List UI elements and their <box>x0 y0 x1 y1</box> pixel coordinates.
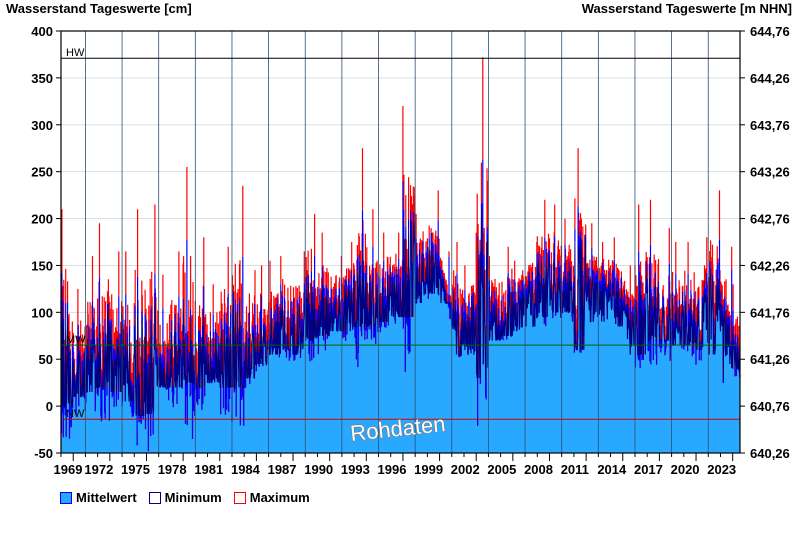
left-axis-title: Wasserstand Tageswerte [cm] <box>6 1 192 16</box>
y-tick-label-right: 642,26 <box>750 258 790 273</box>
legend-swatch-minimum <box>148 491 161 504</box>
y-tick-label-right: 643,26 <box>750 165 790 180</box>
y-tick-label: 250 <box>31 165 53 180</box>
y-tick-label: 300 <box>31 118 53 133</box>
minimum-series <box>60 209 740 416</box>
x-tick-label: 1978 <box>158 462 187 477</box>
x-tick-label: 1993 <box>341 462 370 477</box>
y-tick-label: -50 <box>34 446 53 461</box>
y-tick-label-right: 640,76 <box>750 399 790 414</box>
x-tick-label: 2023 <box>707 462 736 477</box>
y-tick-label-right: 641,26 <box>750 352 790 367</box>
legend: Mittelwert Minimum Maximum <box>60 490 310 505</box>
x-tick-label: 2014 <box>597 462 627 477</box>
y-tick-label-right: 644,26 <box>750 71 790 86</box>
x-tick-label: 1972 <box>84 462 113 477</box>
y-tick-label: 100 <box>31 305 53 320</box>
y-tick-label-right: 644,76 <box>750 24 790 39</box>
y-tick-label-right: 643,76 <box>750 118 790 133</box>
legend-swatch-mittelwert <box>60 491 72 504</box>
y-tick-label: 0 <box>46 399 53 414</box>
x-tick-label: 2008 <box>524 462 553 477</box>
right-axis-title: Wasserstand Tageswerte [m NHN] <box>581 1 792 16</box>
legend-label: Mittelwert <box>76 490 137 505</box>
x-tick-label: 1987 <box>268 462 297 477</box>
plot-frame <box>60 30 741 454</box>
y-tick-label: 150 <box>31 258 53 273</box>
y-tick-label-right: 642,76 <box>750 212 790 227</box>
x-tick-label: 1996 <box>378 462 407 477</box>
legend-label: Minimum <box>164 490 222 505</box>
x-tick-label: 1999 <box>414 462 443 477</box>
water-level-chart: -50 640,26 0 640,76 50 641,26 100 641,76 150 642,… <box>31 24 790 477</box>
legend-swatch-maximum <box>233 491 246 504</box>
x-tick-label: 1981 <box>194 462 223 477</box>
legend-item-maximum: Maximum <box>233 490 310 505</box>
y-tick-label-right: 641,76 <box>750 305 790 320</box>
x-tick-label: 1969 <box>54 462 83 477</box>
x-tick-label: 2011 <box>561 462 589 477</box>
y-tick-label: 200 <box>31 212 53 227</box>
legend-label: Maximum <box>249 490 310 505</box>
legend-item-mittelwert: Mittelwert <box>60 490 137 505</box>
x-tick-label: 2020 <box>671 462 700 477</box>
x-tick-label: 2005 <box>487 462 516 477</box>
x-tick-label: 2017 <box>634 462 663 477</box>
x-tick-label: 1975 <box>121 462 150 477</box>
reference-label-mw: MW <box>66 334 86 346</box>
x-tick-label: 2002 <box>451 462 480 477</box>
x-tick-label: 1984 <box>231 462 261 477</box>
y-tick-label: 400 <box>31 24 53 39</box>
x-tick-label: 1990 <box>304 462 333 477</box>
reference-label-nw: NW <box>66 408 85 420</box>
y-tick-label-right: 640,26 <box>750 446 790 461</box>
y-tick-label: 50 <box>39 352 53 367</box>
reference-label-hw: HW <box>66 47 85 59</box>
y-tick-label: 350 <box>31 71 53 86</box>
legend-item-minimum: Minimum <box>148 490 222 505</box>
